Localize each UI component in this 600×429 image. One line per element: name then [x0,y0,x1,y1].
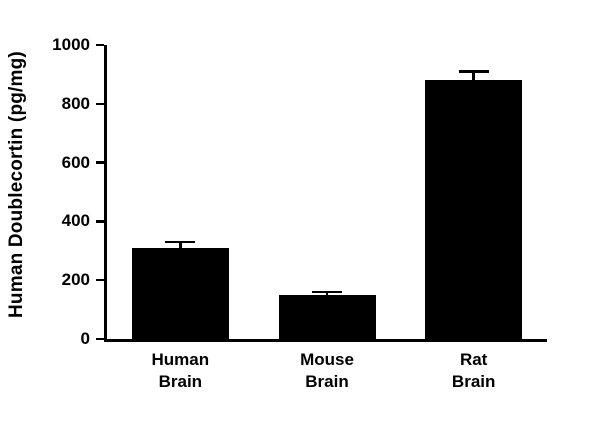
category-label-line: Rat [459,350,488,369]
y-tick-label: 0 [80,329,90,348]
bar [131,247,229,339]
error-bar-stem [472,71,475,87]
y-tick-label: 400 [61,211,90,231]
category-label-line: Brain [451,372,496,391]
y-axis-title: Human Doublecortin (pg/mg) [6,51,27,319]
error-bar-cap [312,290,342,294]
y-tick-mark [96,161,104,164]
category-label-line: Brain [158,372,203,391]
y-tick-mark [96,220,104,223]
x-axis-line [104,339,547,342]
bar [278,294,376,339]
error-bar-cap [458,70,489,73]
y-tick-label: 200 [61,270,90,290]
error-bar-cap [165,240,196,244]
y-tick-label: 600 [61,152,90,172]
y-tick-label: 1000 [52,35,90,54]
bar [425,80,523,339]
y-tick-mark [96,43,104,47]
y-tick-mark [96,102,104,106]
category-label-line: Mouse [300,350,354,369]
y-tick-mark [96,278,104,282]
category-label-line: Brain [305,372,349,391]
y-axis-line [104,45,107,342]
category-label: Mouse Brain [262,349,392,393]
category-label-line: Human [151,350,210,369]
category-label: Human Brain [115,349,245,393]
y-tick-label: 800 [61,93,90,113]
category-label: Rat Brain [409,349,539,393]
y-tick-mark [96,337,104,341]
